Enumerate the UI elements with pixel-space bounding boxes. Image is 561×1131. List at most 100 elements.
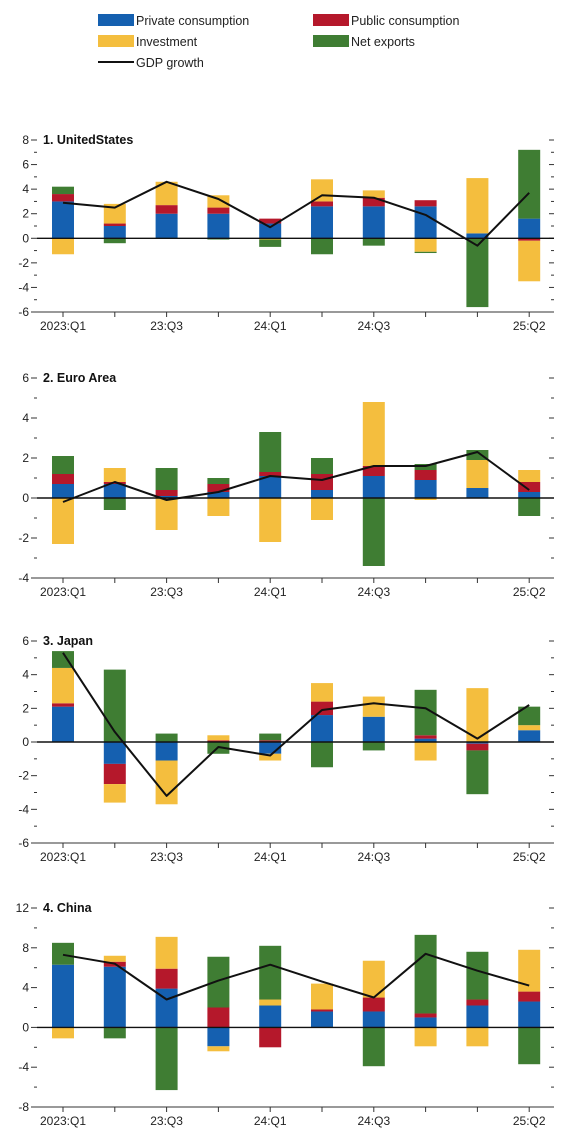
x-tick-label: 23:Q3 bbox=[150, 1114, 183, 1128]
bar-net-exports bbox=[103, 498, 126, 510]
bar-investment bbox=[207, 195, 230, 208]
bar-public-consumption bbox=[207, 484, 230, 492]
x-tick-label: 25:Q2 bbox=[513, 1114, 546, 1128]
bar-net-exports bbox=[259, 945, 282, 1000]
legend-label-investment: Investment bbox=[136, 35, 198, 49]
gdp-growth-line bbox=[62, 180, 530, 247]
x-tick-label: 24:Q1 bbox=[254, 319, 287, 333]
x-tick-label: 25:Q2 bbox=[513, 319, 546, 333]
bar-net-exports bbox=[155, 733, 178, 742]
bar-public-consumption bbox=[103, 763, 126, 785]
bar-net-exports bbox=[466, 951, 489, 1000]
bar-investment bbox=[414, 742, 437, 761]
bar-private-consumption bbox=[414, 738, 437, 742]
legend-entry-investment: Investment bbox=[98, 35, 198, 49]
bar-private-consumption bbox=[103, 484, 126, 498]
bar-public-consumption bbox=[311, 201, 333, 207]
bar-net-exports bbox=[518, 1027, 541, 1065]
legend-label-private: Private consumption bbox=[136, 14, 249, 28]
y-tick-label: -4 bbox=[18, 571, 29, 585]
bar-investment bbox=[414, 498, 437, 500]
bar-investment bbox=[466, 178, 489, 234]
bar-private-consumption bbox=[207, 213, 230, 239]
bar-private-consumption bbox=[311, 490, 333, 498]
bar-private-consumption bbox=[103, 742, 126, 764]
y-tick-label: 6 bbox=[22, 634, 29, 648]
bar-public-consumption bbox=[518, 238, 541, 241]
bar-investment bbox=[207, 498, 230, 516]
bar-investment bbox=[259, 498, 282, 542]
bar-investment bbox=[155, 498, 178, 530]
bar-investment bbox=[518, 725, 541, 731]
bar-private-consumption bbox=[518, 1001, 541, 1028]
bar-private-consumption bbox=[259, 1005, 282, 1028]
bar-private-consumption bbox=[362, 476, 385, 498]
bar-public-consumption bbox=[52, 474, 74, 484]
bar-public-consumption bbox=[518, 482, 541, 492]
bar-public-consumption bbox=[414, 470, 437, 480]
bar-private-consumption bbox=[207, 1027, 230, 1047]
bar-private-consumption bbox=[466, 742, 489, 744]
bar-public-consumption bbox=[207, 740, 230, 742]
bar-net-exports bbox=[414, 689, 437, 736]
bar-investment bbox=[155, 936, 178, 969]
bar-net-exports bbox=[207, 478, 230, 484]
bar-investment bbox=[311, 683, 333, 702]
legend-entry-public: Public consumption bbox=[313, 14, 459, 28]
bar-private-consumption bbox=[52, 484, 74, 498]
bar-investment bbox=[52, 498, 74, 544]
bar-public-consumption bbox=[155, 490, 178, 496]
y-tick-label: 2 bbox=[22, 451, 29, 465]
x-tick-label: 24:Q3 bbox=[357, 319, 390, 333]
bar-investment bbox=[259, 753, 282, 761]
bar-net-exports bbox=[518, 706, 541, 726]
bar-net-exports bbox=[155, 468, 178, 490]
y-tick-label: 0 bbox=[22, 735, 29, 749]
bar-net-exports bbox=[362, 498, 385, 566]
y-tick-label: 6 bbox=[22, 158, 29, 172]
bar-net-exports bbox=[103, 238, 126, 244]
y-tick-label: 4 bbox=[22, 981, 29, 995]
panel-3: -6 -4 -2 0 2 4 6 3. Japan 2023:Q1 23:Q3 24:Q1 24:Q3… bbox=[18, 634, 554, 864]
bar-investment bbox=[362, 402, 385, 466]
x-tick-label: 24:Q1 bbox=[254, 850, 287, 864]
bar-private-consumption bbox=[414, 206, 437, 239]
bar-private-consumption bbox=[362, 1011, 385, 1028]
legend-swatch-netexports bbox=[313, 35, 349, 47]
legend-swatch-private bbox=[98, 14, 134, 26]
bar-private-consumption bbox=[259, 476, 282, 498]
panel-title: 4. China bbox=[43, 901, 93, 915]
y-tick-label: -2 bbox=[18, 769, 29, 783]
bar-investment bbox=[155, 760, 178, 805]
y-tick-label: -2 bbox=[18, 256, 29, 270]
y-tick-label: 4 bbox=[22, 182, 29, 196]
bar-public-consumption bbox=[259, 218, 282, 224]
legend-label-netexports: Net exports bbox=[351, 35, 415, 49]
bar-private-consumption bbox=[52, 201, 74, 239]
bar-private-consumption bbox=[311, 206, 333, 239]
bar-public-consumption bbox=[311, 701, 333, 716]
x-tick-label: 24:Q3 bbox=[357, 850, 390, 864]
bar-private-consumption bbox=[103, 226, 126, 239]
x-tick-label: 24:Q3 bbox=[357, 585, 390, 599]
bar-net-exports bbox=[52, 942, 74, 965]
bar-net-exports bbox=[362, 742, 385, 751]
bar-public-consumption bbox=[466, 743, 489, 751]
bar-net-exports bbox=[103, 1027, 126, 1039]
bar-investment bbox=[103, 203, 126, 224]
bar-public-consumption bbox=[155, 968, 178, 989]
bar-private-consumption bbox=[259, 223, 282, 239]
bar-public-consumption bbox=[414, 1013, 437, 1018]
bar-private-consumption bbox=[155, 742, 178, 761]
bar-investment bbox=[52, 1027, 74, 1039]
bar-private-consumption bbox=[466, 1005, 489, 1028]
bars bbox=[52, 402, 541, 566]
bar-public-consumption bbox=[259, 740, 282, 742]
gdp-growth-line bbox=[62, 952, 530, 1001]
bars bbox=[52, 651, 541, 805]
bar-investment bbox=[207, 1046, 230, 1052]
bar-investment bbox=[311, 498, 333, 520]
bar-public-consumption bbox=[207, 1007, 230, 1028]
